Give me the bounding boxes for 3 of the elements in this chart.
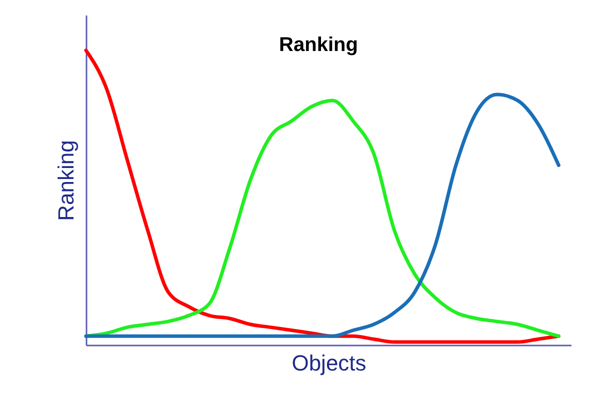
y-axis-title: Ranking	[54, 140, 78, 221]
chart-title: Ranking	[279, 34, 358, 56]
x-axis-title: Objects	[292, 350, 366, 376]
